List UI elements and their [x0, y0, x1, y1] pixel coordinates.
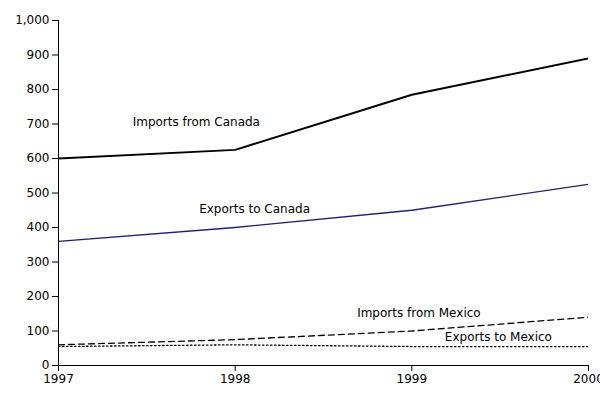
svg-text:Exports to Mexico: Exports to Mexico — [445, 330, 552, 344]
svg-text:200: 200 — [27, 289, 50, 303]
svg-text:Exports to Canada: Exports to Canada — [199, 202, 310, 216]
svg-text:100: 100 — [27, 324, 50, 338]
svg-text:1,000: 1,000 — [15, 13, 49, 27]
svg-text:1997: 1997 — [43, 372, 74, 386]
svg-text:300: 300 — [27, 255, 50, 269]
svg-text:1999: 1999 — [397, 372, 428, 386]
svg-text:0: 0 — [42, 358, 50, 372]
svg-text:600: 600 — [27, 151, 50, 165]
svg-text:Imports from Mexico: Imports from Mexico — [357, 306, 481, 320]
svg-text:500: 500 — [27, 186, 50, 200]
svg-text:400: 400 — [27, 220, 50, 234]
svg-text:1998: 1998 — [220, 372, 251, 386]
svg-text:900: 900 — [27, 48, 50, 62]
svg-text:700: 700 — [27, 117, 50, 131]
svg-text:800: 800 — [27, 82, 50, 96]
svg-text:Imports from Canada: Imports from Canada — [133, 115, 260, 129]
svg-text:2000: 2000 — [573, 372, 600, 386]
